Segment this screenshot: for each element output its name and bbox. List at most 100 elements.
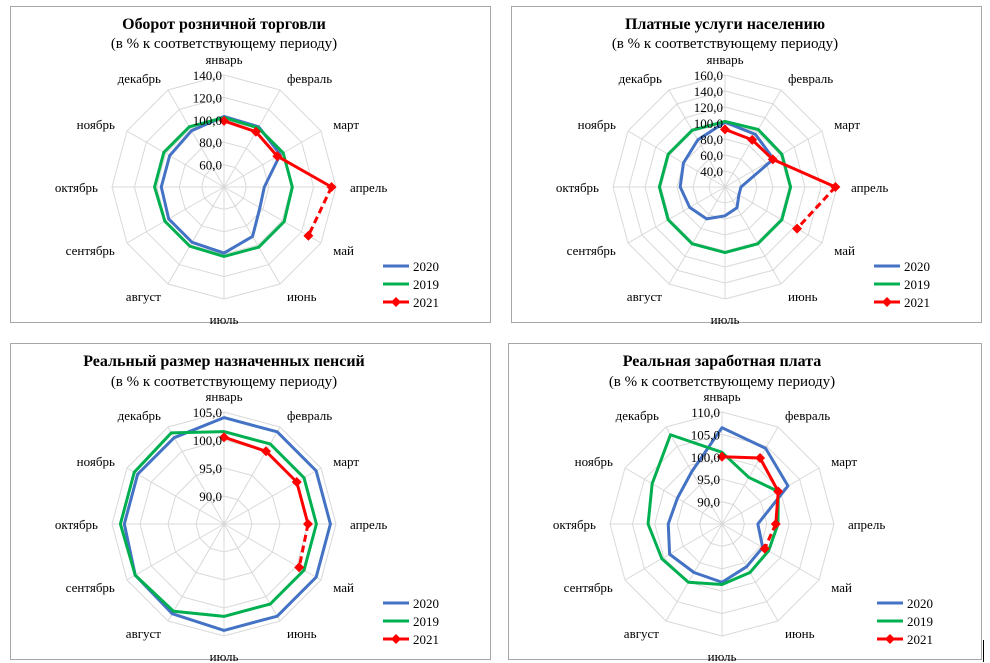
grid-spoke bbox=[724, 186, 823, 244]
tick-label: 100,0 bbox=[691, 450, 720, 465]
category-label: октябрь bbox=[553, 517, 596, 532]
data-point-2021 bbox=[759, 543, 770, 554]
grid-spoke bbox=[167, 89, 225, 188]
tick-label: 100,0 bbox=[193, 433, 222, 448]
category-label: июнь bbox=[287, 626, 317, 641]
data-point-2021 bbox=[830, 182, 841, 192]
series-dashed-line-2021 bbox=[297, 523, 310, 568]
chart-panel-pensions: Реальный размер назначенных пенсий (в % к… bbox=[10, 343, 491, 661]
tick-label: 100,0 bbox=[193, 113, 222, 128]
category-label: февраль bbox=[788, 71, 833, 86]
legend-label-2020: 2020 bbox=[907, 596, 933, 611]
category-label: март bbox=[333, 117, 359, 132]
tick-label: 140,0 bbox=[694, 84, 723, 99]
category-label: май bbox=[333, 580, 354, 595]
category-label: сентябрь bbox=[564, 580, 613, 595]
category-label: июль bbox=[708, 649, 737, 661]
grid-spoke bbox=[624, 523, 723, 581]
category-label: июнь bbox=[287, 289, 317, 304]
series-line-2021 bbox=[721, 455, 780, 525]
chart-title: Реальный размер назначенных пенсий bbox=[83, 353, 365, 370]
tick-label: 60,0 bbox=[199, 158, 222, 173]
grid-spoke bbox=[167, 523, 225, 622]
data-point-2021 bbox=[326, 182, 337, 192]
category-label: февраль bbox=[785, 408, 830, 423]
category-label: апрель bbox=[350, 517, 387, 532]
grid-spoke bbox=[223, 89, 281, 188]
category-label: август bbox=[126, 289, 162, 304]
category-label: январь bbox=[205, 389, 242, 404]
legend-label-2021: 2021 bbox=[413, 632, 439, 647]
series-line-2019 bbox=[657, 119, 793, 255]
data-point-2021 bbox=[250, 126, 261, 137]
grid-spoke bbox=[223, 130, 322, 188]
category-label: сентябрь bbox=[567, 243, 616, 258]
grid-spoke bbox=[668, 89, 726, 188]
legend-label-2019: 2019 bbox=[413, 614, 439, 629]
legend-label-2019: 2019 bbox=[904, 277, 930, 292]
tick-label: 95,0 bbox=[697, 472, 720, 487]
category-label: май bbox=[831, 580, 852, 595]
grid-spoke bbox=[724, 186, 782, 285]
category-label: март bbox=[333, 454, 359, 469]
chart-svg-pensions: Реальный размер назначенных пенсий (в % к… bbox=[55, 353, 439, 661]
category-label: октябрь bbox=[556, 180, 599, 195]
chart-subtitle: (в % к соответствующему периоду) bbox=[612, 36, 838, 52]
category-label: февраль bbox=[287, 408, 332, 423]
category-label: август bbox=[624, 626, 660, 641]
category-label: октябрь bbox=[55, 180, 98, 195]
category-label: май bbox=[834, 243, 855, 258]
data-point-2021 bbox=[770, 519, 781, 529]
tick-label: 40,0 bbox=[700, 164, 723, 179]
grid-spoke bbox=[223, 523, 281, 622]
tick-label: 95,0 bbox=[199, 461, 222, 476]
legend-marker-2021 bbox=[391, 634, 401, 644]
tick-label: 100,0 bbox=[694, 116, 723, 131]
data-point-2021 bbox=[767, 154, 778, 165]
tick-label: 80,0 bbox=[199, 135, 222, 150]
category-label: июль bbox=[210, 649, 239, 661]
grid-spoke bbox=[668, 186, 726, 285]
chart-panel-wages: Реальная заработная плата (в % к соответс… bbox=[508, 343, 982, 661]
chart-title: Оборот розничной торговли bbox=[122, 16, 326, 33]
chart-title: Платные услуги населению bbox=[625, 16, 825, 33]
grid-spoke bbox=[721, 467, 820, 525]
legend-label-2020: 2020 bbox=[904, 259, 930, 274]
series-line-2021 bbox=[223, 119, 333, 189]
chart-svg-wages: Реальная заработная плата (в % к соответс… bbox=[553, 353, 933, 661]
category-label: январь bbox=[703, 389, 740, 404]
data-point-2021 bbox=[291, 477, 302, 487]
data-point-2021 bbox=[219, 115, 229, 126]
data-point-2021 bbox=[303, 230, 314, 241]
series-dashed-line-2021 bbox=[307, 186, 333, 237]
tick-label: 120,0 bbox=[193, 90, 222, 105]
series-line-2019 bbox=[118, 430, 318, 618]
data-point-2021 bbox=[792, 223, 803, 234]
category-label: ноябрь bbox=[77, 454, 115, 469]
series-dashed-line-2021 bbox=[763, 523, 778, 550]
series-line-2021 bbox=[724, 128, 837, 189]
legend-marker-2021 bbox=[391, 297, 401, 307]
category-label: сентябрь bbox=[66, 243, 115, 258]
grid-spoke bbox=[665, 426, 723, 525]
category-label: апрель bbox=[350, 180, 387, 195]
chart-subtitle: (в % к соответствующему периоду) bbox=[111, 374, 337, 390]
data-point-2021 bbox=[303, 519, 313, 529]
legend-marker-2021 bbox=[882, 297, 892, 307]
data-point-2021 bbox=[261, 446, 271, 457]
legend-label-2020: 2020 bbox=[413, 259, 439, 274]
data-point-2021 bbox=[773, 486, 784, 497]
chart-svg-retail: Оборот розничной торговли (в % к соответс… bbox=[55, 16, 439, 324]
series-line-2020 bbox=[666, 426, 790, 584]
chart-panel-retail: Оборот розничной торговли (в % к соответс… bbox=[10, 6, 491, 324]
category-label: апрель bbox=[851, 180, 888, 195]
data-point-2021 bbox=[272, 151, 283, 162]
data-point-2021 bbox=[219, 432, 229, 443]
category-label: ноябрь bbox=[578, 117, 616, 132]
grid-spoke bbox=[126, 186, 225, 244]
grid-spoke bbox=[627, 186, 726, 244]
chart-subtitle: (в % к соответствующему периоду) bbox=[111, 36, 337, 52]
series-line-2019 bbox=[153, 116, 294, 258]
category-label: сентябрь bbox=[66, 580, 115, 595]
legend-label-2020: 2020 bbox=[413, 596, 439, 611]
